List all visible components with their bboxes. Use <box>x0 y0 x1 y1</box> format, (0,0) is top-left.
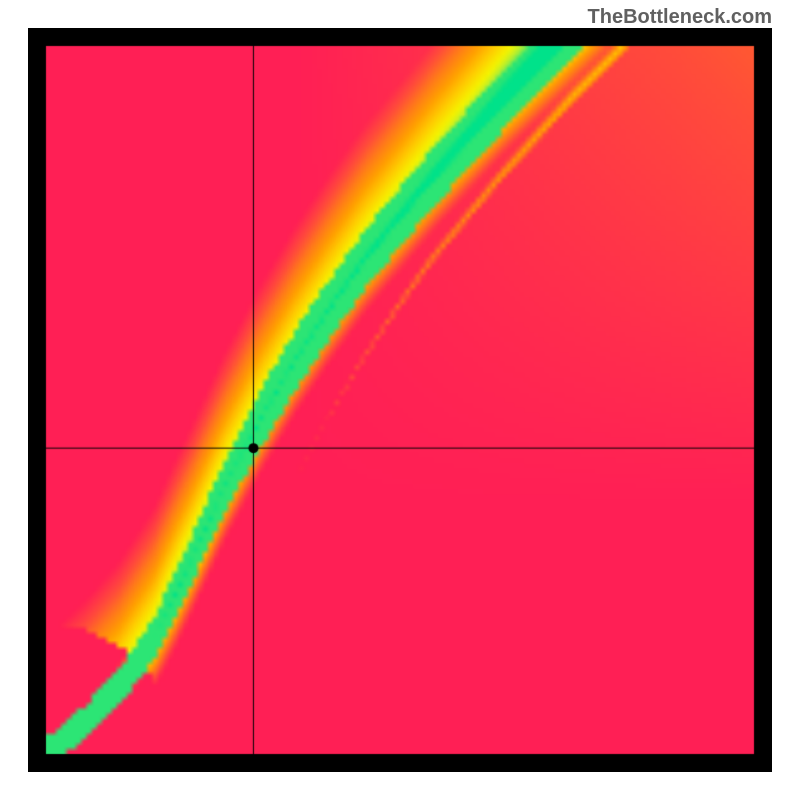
heatmap-chart <box>28 28 772 772</box>
heatmap-canvas <box>28 28 772 772</box>
watermark-text: TheBottleneck.com <box>588 6 772 29</box>
